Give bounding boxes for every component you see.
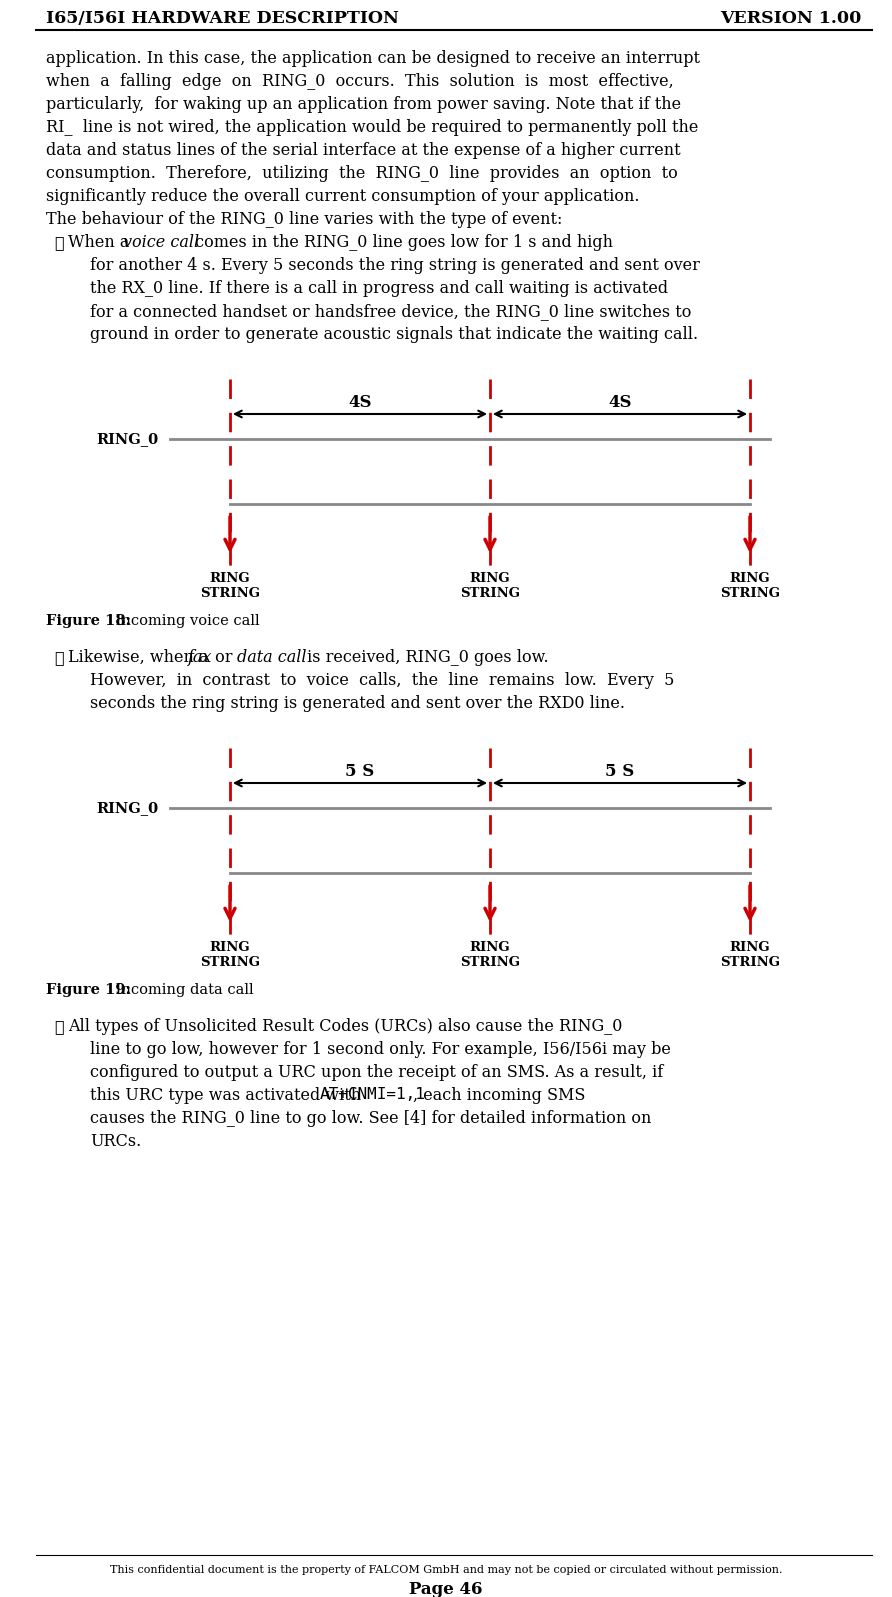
Text: Figure 18:: Figure 18: [46, 613, 131, 628]
Text: RING_0: RING_0 [95, 433, 158, 446]
Text: line to go low, however for 1 second only. For example, I56/I56i may be: line to go low, however for 1 second onl… [90, 1041, 671, 1057]
Text: ✓: ✓ [54, 235, 63, 251]
Text: However,  in  contrast  to  voice  calls,  the  line  remains  low.  Every  5: However, in contrast to voice calls, the… [90, 672, 674, 688]
Text: 4S: 4S [348, 394, 372, 410]
Text: I65/I56I HARDWARE DESCRIPTION: I65/I56I HARDWARE DESCRIPTION [46, 10, 399, 27]
Text: RING
STRING: RING STRING [720, 572, 780, 600]
Text: All types of Unsolicited Result Codes (URCs) also cause the RING_0: All types of Unsolicited Result Codes (U… [68, 1017, 623, 1035]
Text: the RX_0 line. If there is a call in progress and call waiting is activated: the RX_0 line. If there is a call in pro… [90, 279, 668, 297]
Text: 4S: 4S [608, 394, 632, 410]
Text: or: or [210, 648, 237, 666]
Text: for a connected handset or handsfree device, the RING_0 line switches to: for a connected handset or handsfree dev… [90, 303, 691, 319]
Text: this URC type was activated with: this URC type was activated with [90, 1088, 367, 1104]
Text: ✓: ✓ [54, 648, 63, 666]
Text: When a: When a [68, 235, 135, 251]
Text: fax: fax [188, 648, 212, 666]
Text: RING
STRING: RING STRING [460, 941, 520, 969]
Text: Page 46: Page 46 [409, 1581, 483, 1597]
Text: application. In this case, the application can be designed to receive an interru: application. In this case, the applicati… [46, 50, 700, 67]
Text: consumption.  Therefore,  utilizing  the  RING_0  line  provides  an  option  to: consumption. Therefore, utilizing the RI… [46, 164, 678, 182]
Text: RING
STRING: RING STRING [200, 941, 260, 969]
Text: Likewise, when a: Likewise, when a [68, 648, 213, 666]
Text: particularly,  for waking up an application from power saving. Note that if the: particularly, for waking up an applicati… [46, 96, 681, 113]
Text: seconds the ring string is generated and sent over the RXD0 line.: seconds the ring string is generated and… [90, 695, 625, 712]
Text: significantly reduce the overall current consumption of your application.: significantly reduce the overall current… [46, 188, 640, 204]
Text: VERSION 1.00: VERSION 1.00 [721, 10, 862, 27]
Text: when  a  falling  edge  on  RING_0  occurs.  This  solution  is  most  effective: when a falling edge on RING_0 occurs. Th… [46, 73, 673, 89]
Text: This confidential document is the property of FALCOM GmbH and may not be copied : This confidential document is the proper… [110, 1565, 782, 1575]
Text: Figure 19:: Figure 19: [46, 984, 131, 997]
Text: Incoming data call: Incoming data call [111, 984, 253, 997]
Text: voice call: voice call [123, 235, 199, 251]
Text: RING
STRING: RING STRING [200, 572, 260, 600]
Text: ground in order to generate acoustic signals that indicate the waiting call.: ground in order to generate acoustic sig… [90, 326, 698, 343]
Text: RING
STRING: RING STRING [460, 572, 520, 600]
Text: is received, RING_0 goes low.: is received, RING_0 goes low. [302, 648, 549, 666]
Text: causes the RING_0 line to go low. See [4] for detailed information on: causes the RING_0 line to go low. See [4… [90, 1110, 651, 1127]
Text: , each incoming SMS: , each incoming SMS [413, 1088, 585, 1104]
Text: comes in the RING_0 line goes low for 1 s and high: comes in the RING_0 line goes low for 1 … [190, 235, 613, 251]
Text: for another 4 s. Every 5 seconds the ring string is generated and sent over: for another 4 s. Every 5 seconds the rin… [90, 257, 700, 275]
Text: 5 S: 5 S [345, 763, 375, 779]
Text: data and status lines of the serial interface at the expense of a higher current: data and status lines of the serial inte… [46, 142, 681, 160]
Text: The behaviour of the RING_0 line varies with the type of event:: The behaviour of the RING_0 line varies … [46, 211, 562, 228]
Text: ✓: ✓ [54, 1017, 63, 1035]
Text: RI_  line is not wired, the application would be required to permanently poll th: RI_ line is not wired, the application w… [46, 120, 698, 136]
Text: URCs.: URCs. [90, 1132, 141, 1150]
Text: RING
STRING: RING STRING [720, 941, 780, 969]
Text: data call: data call [237, 648, 307, 666]
Text: RING_0: RING_0 [95, 802, 158, 814]
Text: configured to output a URC upon the receipt of an SMS. As a result, if: configured to output a URC upon the rece… [90, 1064, 664, 1081]
Text: Incoming voice call: Incoming voice call [111, 613, 260, 628]
Text: 5 S: 5 S [606, 763, 634, 779]
Text: AT+CNMI=1,1: AT+CNMI=1,1 [320, 1088, 425, 1102]
